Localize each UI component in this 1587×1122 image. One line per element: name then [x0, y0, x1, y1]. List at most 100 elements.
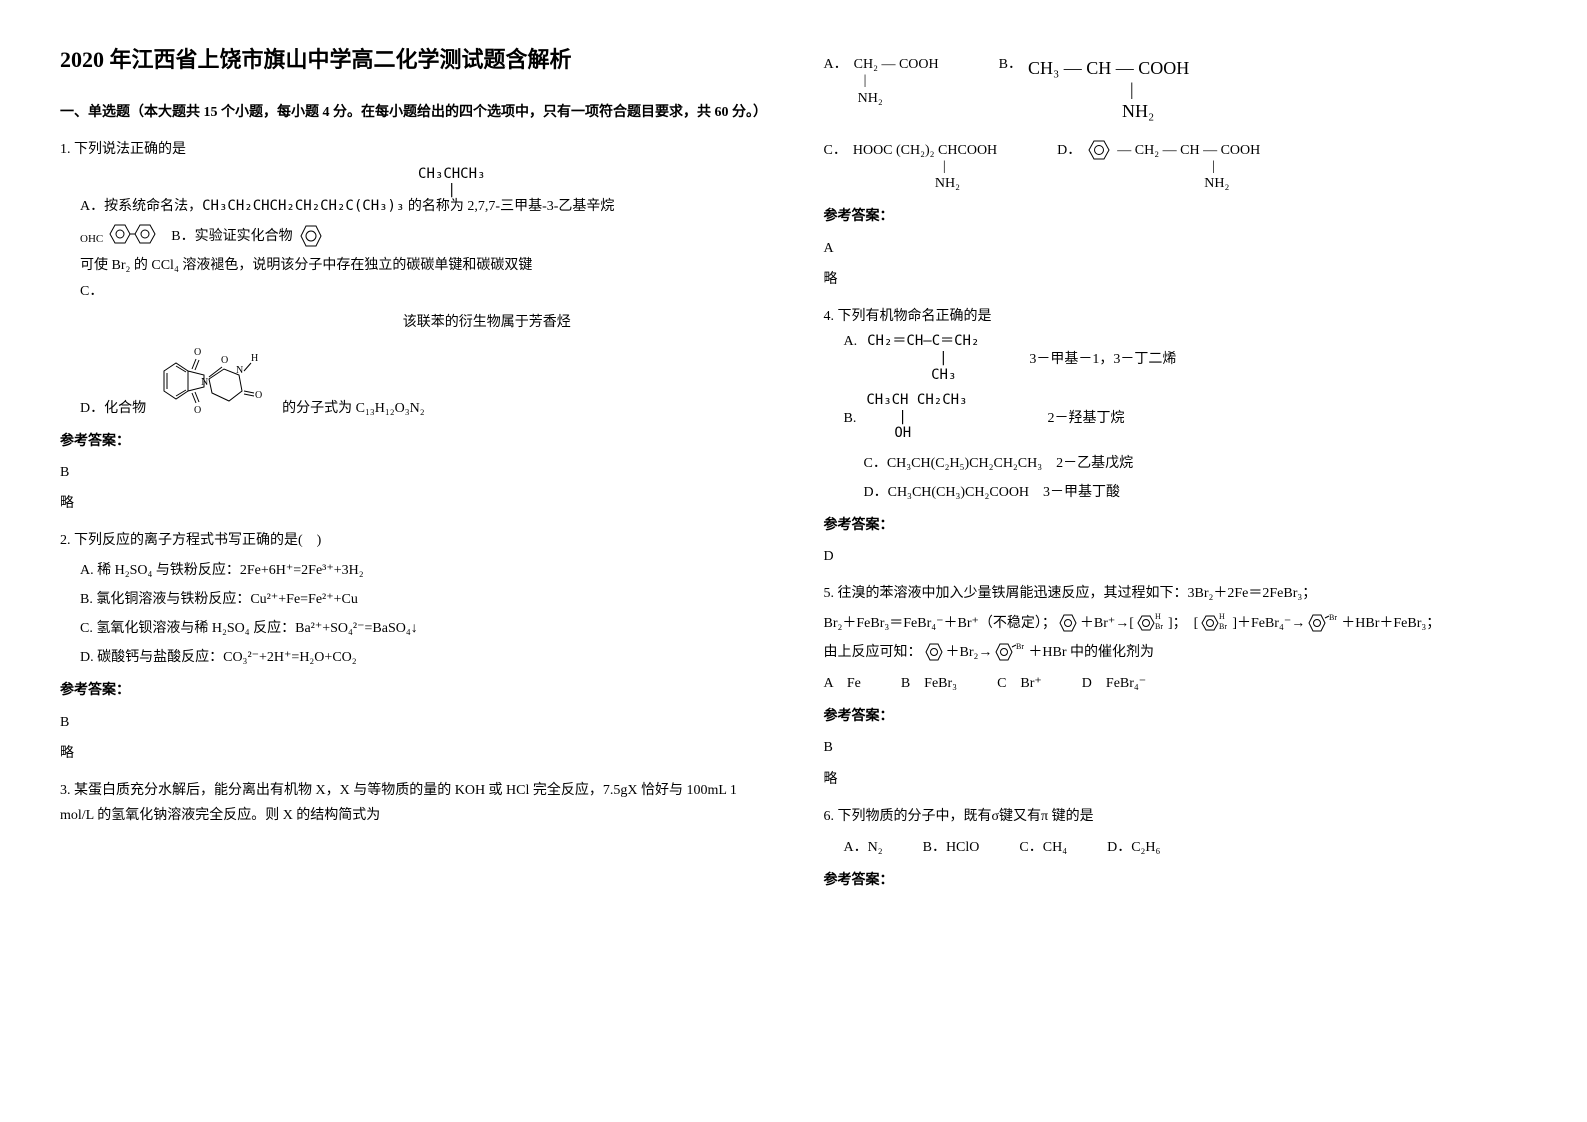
svg-text:Br: Br	[1016, 642, 1024, 651]
q3-optD-l1: — CH₂ — CH — COOH	[1117, 138, 1260, 163]
q5-answer: B	[824, 735, 1528, 760]
q4-answer: D	[824, 544, 1528, 569]
svg-text:Br: Br	[1155, 622, 1163, 631]
q1-optB: OHC B．实验证实化合物 可使 Br₂ 的 CCl₄ 溶液褪色，说明该分子中存…	[60, 219, 764, 278]
q4-optC: C．CH₃CH(C₂H₅)CH₂CH₂CH₃ 2－乙基戊烷	[824, 451, 1528, 476]
q2-optD: D. 碳酸钙与盐酸反应：CO₃²⁻+2H⁺=H₂O+CO₂	[60, 645, 764, 670]
q5-optC: C Br⁺	[997, 671, 1042, 696]
q3-optB-l1: CH₃ — CH — COOH	[1028, 52, 1189, 84]
q1-optA-post: 的名称为 2,7,7-三甲基-3-乙基辛烷	[404, 199, 614, 214]
q1-optA-branch: CH₃CHCH₃	[80, 162, 764, 187]
q5-line3: 由上反应可知： ＋Br₂→ Br ＋HBr 中的催化剂为	[824, 640, 1528, 665]
optB-label: B．	[999, 52, 1022, 77]
q3-answer: A	[824, 236, 1528, 261]
q4-optB-l2: OH	[866, 421, 967, 446]
q5-line2: Br₂＋FeBr₃＝FeBr₄⁻＋Br⁺（不稳定）； ＋Br⁺→[ HBr ]；…	[824, 611, 1528, 636]
bond-icon: |	[867, 354, 979, 362]
section-heading: 一、单选题（本大题共 15 个小题，每小题 4 分。在每小题给出的四个选项中，只…	[60, 100, 764, 125]
q5-optD: D FeBr₄⁻	[1082, 671, 1146, 696]
svg-text:H: H	[251, 353, 258, 364]
svg-text:H: H	[1155, 612, 1161, 621]
q6-options: A．N₂ B．HClO C．CH₄ D．C₂H₆	[824, 835, 1528, 860]
q2-exp: 略	[60, 741, 764, 766]
benzene-hbr-icon: HBr	[1136, 611, 1166, 635]
answer-label: 参考答案：	[60, 429, 764, 454]
q4-optA-l2: CH₃	[867, 363, 979, 388]
svg-text:O: O	[255, 390, 262, 401]
benzene-hbr-icon: HBr	[1200, 611, 1230, 635]
answer-label: 参考答案：	[824, 704, 1528, 729]
q1-optA: CH₃CHCH₃ | A．按系统命名法，CH₃CH₂CHCH₂CH₂CH₂C(C…	[60, 162, 764, 219]
answer-label: 参考答案：	[824, 868, 1528, 893]
question-5: 5. 往溴的苯溶液中加入少量铁屑能迅速反应，其过程如下：3Br₂＋2Fe＝2Fe…	[824, 581, 1528, 791]
q5-line2-mid2: ]； [	[1168, 611, 1198, 636]
question-6: 6. 下列物质的分子中，既有σ键又有π 键的是 A．N₂ B．HClO C．CH…	[824, 804, 1528, 894]
q4-stem: 4. 下列有机物命名正确的是	[824, 304, 1528, 329]
bond-icon: |	[1028, 84, 1189, 95]
svg-text:O: O	[194, 347, 201, 358]
q3-optB: B． CH₃ — CH — COOH | NH₂	[999, 52, 1190, 128]
bromobenzene-icon: Br	[1307, 612, 1339, 634]
q6-stem: 6. 下列物质的分子中，既有σ键又有π 键的是	[824, 804, 1528, 829]
question-1: 1. 下列说法正确的是 CH₃CHCH₃ | A．按系统命名法，CH₃CH₂CH…	[60, 137, 764, 517]
optC-label: C．	[824, 138, 847, 163]
bond-icon: |	[854, 77, 939, 85]
svg-text:Br: Br	[1329, 613, 1337, 622]
svg-text:N: N	[236, 365, 243, 376]
q4-optA-l1: CH₂＝CH—C＝CH₂	[867, 329, 979, 354]
question-2: 2. 下列反应的离子方程式书写正确的是( ) A. 稀 H₂SO₄ 与铁粉反应：…	[60, 528, 764, 766]
svg-text:O: O	[221, 355, 228, 366]
ohc-label: OHC	[80, 230, 103, 250]
q5-line3-mid: ＋Br₂→	[946, 640, 993, 665]
benzene-icon	[1058, 612, 1078, 634]
bond-icon: |	[866, 413, 967, 421]
q3-optC-l1: HOOC (CH₂)₂ CHCOOH	[853, 138, 997, 163]
question-3-options: A． CH₂ — COOH | NH₂ B． CH₃ — CH — COOH	[824, 52, 1528, 292]
q3-optB-l2: NH₂	[1028, 95, 1189, 127]
optA-label: A．	[824, 52, 848, 77]
q2-optB: B. 氯化铜溶液与铁粉反应：Cu²⁺+Fe=Fe²⁺+Cu	[60, 587, 764, 612]
q1-optA-formula: CH₃CH₂CHCH₂CH₂CH₂C(CH₃)₃	[202, 198, 404, 214]
answer-label: 参考答案：	[60, 678, 764, 703]
q1-answer: B	[60, 460, 764, 485]
q6-optB: B．HClO	[923, 835, 980, 860]
compound-structure-icon: N O O N H O O	[154, 341, 274, 421]
q5-line2-mid1: ＋Br⁺→[	[1080, 611, 1134, 636]
q5-line3-pre: 由上反应可知：	[824, 640, 922, 665]
optB-label: B.	[844, 388, 857, 431]
q5-optB: B FeBr₃	[901, 671, 957, 696]
answer-label: 参考答案：	[824, 204, 1528, 229]
q5-line2-pre: Br₂＋FeBr₃＝FeBr₄⁻＋Br⁺（不稳定）；	[824, 611, 1056, 636]
q3-optA: A． CH₂ — COOH | NH₂	[824, 52, 939, 128]
svg-text:Br: Br	[1219, 622, 1227, 631]
q5-stem: 5. 往溴的苯溶液中加入少量铁屑能迅速反应，其过程如下：3Br₂＋2Fe＝2Fe…	[824, 581, 1528, 606]
bond-icon: |	[853, 163, 997, 171]
benzene-icon	[1087, 138, 1111, 162]
q1-optB-pre: B．实验证实化合物	[171, 224, 292, 249]
q3-exp: 略	[824, 267, 1528, 292]
svg-text:H: H	[1219, 612, 1225, 621]
q1-optC: C．	[60, 279, 764, 304]
q3-optA-l1: CH₂ — COOH	[854, 52, 939, 77]
q1-optC-label: C．	[80, 284, 103, 299]
optD-label: D．	[1057, 138, 1081, 163]
q3-optA-l2: NH₂	[854, 86, 939, 111]
q3-stem: 3. 某蛋白质充分水解后，能分离出有机物 X，X 与等物质的量的 KOH 或 H…	[60, 778, 764, 828]
q1-optC-text: 该联苯的衍生物属于芳香烃	[210, 310, 764, 335]
q2-answer: B	[60, 710, 764, 735]
q4-optB-name: 2－羟基丁烷	[978, 388, 1125, 431]
biphenyl-icon	[107, 219, 167, 249]
q5-line2-mid3: ]＋FeBr₄⁻→	[1232, 611, 1305, 636]
q1-optB-post: 可使 Br₂ 的 CCl₄ 溶液褪色，说明该分子中存在独立的碳碳单键和碳碳双键	[80, 253, 532, 278]
bond-icon: |	[1117, 163, 1260, 171]
q4-optD: D．CH₃CH(CH₃)CH₂COOH 3－甲基丁酸	[824, 480, 1528, 505]
q5-exp: 略	[824, 767, 1528, 792]
optA-label: A.	[844, 329, 858, 354]
q1-optA-bond: |	[80, 187, 764, 194]
bromobenzene-icon: Br	[994, 641, 1026, 663]
q1-exp: 略	[60, 491, 764, 516]
q1-stem: 1. 下列说法正确的是	[60, 137, 764, 162]
page-title: 2020 年江西省上饶市旗山中学高二化学测试题含解析	[60, 40, 764, 80]
q6-optA: A．N₂	[844, 835, 883, 860]
svg-text:N: N	[201, 377, 208, 388]
